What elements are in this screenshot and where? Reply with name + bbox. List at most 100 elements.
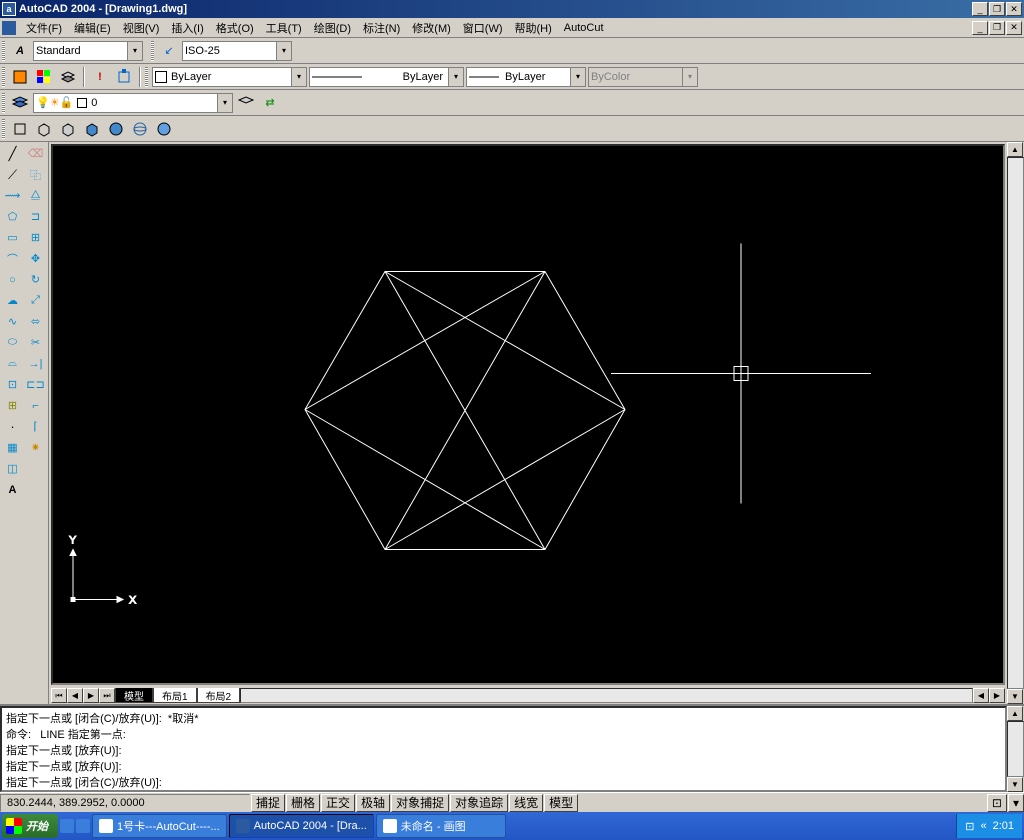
explode-tool[interactable]: ✷ (24, 437, 47, 458)
xline-tool[interactable]: ⟋ (1, 164, 24, 185)
close-button[interactable]: ✕ (1006, 2, 1022, 16)
quicklaunch-ie-icon[interactable] (60, 819, 74, 833)
mirror-tool[interactable]: ⧋ (24, 185, 47, 206)
line-tool[interactable]: ╱ (1, 143, 24, 164)
menu-tools[interactable]: 工具(T) (260, 18, 308, 38)
view-3d-icon[interactable] (57, 118, 79, 140)
copy-tool[interactable]: ⿻ (24, 164, 47, 185)
status-tray-icon[interactable]: ⊡ (987, 794, 1007, 812)
tab-scroll-prev[interactable]: ◀ (67, 688, 83, 703)
make-block-tool[interactable]: ⊞ (1, 395, 24, 416)
text-style-button[interactable]: A (9, 40, 31, 62)
menu-dimension[interactable]: 标注(N) (357, 18, 406, 38)
stretch-tool[interactable]: ⬄ (24, 311, 47, 332)
taskbar-item-autocut[interactable]: 1号卡---AutoCut----... (92, 814, 227, 838)
clock[interactable]: 2:01 (993, 820, 1014, 832)
tray-icon[interactable]: ⊡ (965, 820, 974, 833)
erase-tool[interactable]: ⌫ (24, 143, 47, 164)
offset-tool[interactable]: ⊐ (24, 206, 47, 227)
properties-icon[interactable] (113, 66, 135, 88)
tray-expand-icon[interactable]: « (980, 820, 986, 832)
menu-insert[interactable]: 插入(I) (165, 18, 209, 38)
taskbar-item-paint[interactable]: 未命名 - 画图 (376, 814, 506, 838)
layer-states-icon[interactable]: ⇄ (259, 92, 281, 114)
vscroll-down[interactable]: ▼ (1007, 689, 1023, 704)
toolbar-grip[interactable] (145, 67, 148, 87)
rotate-tool[interactable]: ↻ (24, 269, 47, 290)
extend-tool[interactable]: →| (24, 353, 47, 374)
horizontal-scrollbar[interactable] (240, 688, 973, 703)
revcloud-tool[interactable]: ☁ (1, 290, 24, 311)
menu-view[interactable]: 视图(V) (117, 18, 166, 38)
insert-block-tool[interactable]: ⊡ (1, 374, 24, 395)
qnew-icon[interactable] (9, 66, 31, 88)
vscroll-up[interactable]: ▲ (1007, 142, 1023, 157)
tab-scroll-next[interactable]: ▶ (83, 688, 99, 703)
spline-tool[interactable]: ∿ (1, 311, 24, 332)
snap-toggle[interactable]: 捕捉 (251, 794, 285, 812)
start-button[interactable]: 开始 (2, 814, 58, 838)
linetype-combo[interactable]: ByLayer (309, 67, 464, 87)
lineweight-combo[interactable]: ByLayer (466, 67, 586, 87)
layer-state-combo[interactable]: 💡 ☀ 🔓 0 (33, 93, 233, 113)
view-globe-icon[interactable] (153, 118, 175, 140)
document-icon[interactable] (2, 21, 16, 35)
mdi-restore-button[interactable]: ❐ (989, 21, 1005, 35)
toolbar-grip[interactable] (2, 67, 5, 87)
layer-icon[interactable] (57, 66, 79, 88)
grid-toggle[interactable]: 栅格 (286, 794, 320, 812)
command-text-area[interactable]: 指定下一点或 [闭合(C)/放弃(U)]: *取消* 命令: LINE 指定第一… (0, 706, 1007, 792)
cmd-scrollbar[interactable] (1007, 721, 1024, 777)
circle-tool[interactable]: ○ (1, 269, 24, 290)
polygon-tool[interactable]: ⬠ (1, 206, 24, 227)
rectangle-tool[interactable]: ▭ (1, 227, 24, 248)
drawing-canvas[interactable]: X Y (51, 144, 1005, 685)
tab-scroll-first[interactable]: ⏮ (51, 688, 67, 703)
hscroll-right[interactable]: ▶ (989, 688, 1005, 703)
status-lock-icon[interactable]: ▾ (1008, 794, 1024, 812)
mdi-close-button[interactable]: ✕ (1006, 21, 1022, 35)
alert-icon[interactable]: ! (89, 66, 111, 88)
cmd-scroll-down[interactable]: ▼ (1007, 777, 1023, 792)
layout1-tab[interactable]: 布局1 (153, 688, 197, 703)
minimize-button[interactable]: _ (972, 2, 988, 16)
layer-manager-icon[interactable] (9, 92, 31, 114)
maximize-button[interactable]: ❐ (989, 2, 1005, 16)
coordinates-display[interactable]: 830.2444, 389.2952, 0.0000 (0, 794, 250, 812)
menu-window[interactable]: 窗口(W) (457, 18, 509, 38)
pline-tool[interactable]: ⟿ (1, 185, 24, 206)
view-iso-icon[interactable] (33, 118, 55, 140)
plot-color-combo[interactable]: ByColor (588, 67, 698, 87)
model-tab[interactable]: 模型 (115, 688, 153, 703)
quicklaunch-desktop-icon[interactable] (76, 819, 90, 833)
point-tool[interactable]: · (1, 416, 24, 437)
toolbar-grip[interactable] (2, 93, 5, 113)
layer-color-combo[interactable]: ByLayer (152, 67, 307, 87)
fillet-tool[interactable]: ⌈ (24, 416, 47, 437)
text-style-combo[interactable]: Standard (33, 41, 143, 61)
menu-draw[interactable]: 绘图(D) (308, 18, 357, 38)
osnap-toggle[interactable]: 对象捕捉 (391, 794, 449, 812)
layout2-tab[interactable]: 布局2 (197, 688, 241, 703)
menu-help[interactable]: 帮助(H) (509, 18, 558, 38)
view-render-icon[interactable] (105, 118, 127, 140)
menu-format[interactable]: 格式(O) (210, 18, 260, 38)
arc-tool[interactable]: ⌒ (1, 248, 24, 269)
layer-previous-icon[interactable] (235, 92, 257, 114)
dim-style-button[interactable]: ↙ (158, 40, 180, 62)
mdi-minimize-button[interactable]: _ (972, 21, 988, 35)
tab-scroll-last[interactable]: ⏭ (99, 688, 115, 703)
hscroll-left[interactable]: ◀ (973, 688, 989, 703)
toolbar-grip[interactable] (2, 41, 5, 61)
taskbar-item-autocad[interactable]: AutoCAD 2004 - [Dra... (229, 814, 374, 838)
lwt-toggle[interactable]: 线宽 (509, 794, 543, 812)
toolbar-grip[interactable] (2, 119, 5, 139)
region-tool[interactable]: ◫ (1, 458, 24, 479)
ortho-toggle[interactable]: 正交 (321, 794, 355, 812)
hatch-tool[interactable]: ▦ (1, 437, 24, 458)
toolbar-grip[interactable] (151, 41, 154, 61)
trim-tool[interactable]: ✂ (24, 332, 47, 353)
cmd-scroll-up[interactable]: ▲ (1007, 706, 1023, 721)
color-icon[interactable] (33, 66, 55, 88)
mtext-tool[interactable]: A (1, 479, 24, 500)
